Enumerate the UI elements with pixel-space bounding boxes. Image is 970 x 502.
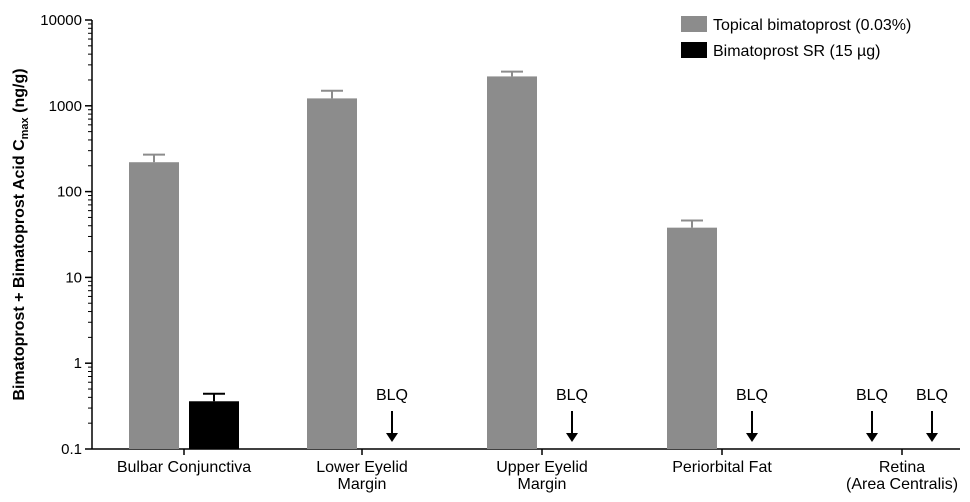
y-axis-title-main: Bimatoprost + Bimatoprost Acid C [11,139,28,401]
bar [189,401,239,449]
y-tick-label: 10 [65,269,82,286]
x-category-label: Lower Eyelid Margin [316,459,408,493]
blq-arrow-head [866,433,878,442]
y-axis-title-unit: (ng/g) [11,68,28,117]
x-axis: Bulbar Conjunctiva Lower Eyelid MarginUppe… [92,448,960,493]
x-category-label: Retina (Area Centralis) [846,459,958,493]
blq-arrow-head [386,433,398,442]
x-category-label-line: Upper Eyelid [496,459,588,476]
blq-label: BLQ [736,387,768,404]
y-axis-label: Bimatoprost + Bimatoprost Acid Cmax (ng/… [11,68,31,400]
legend-swatch [681,16,707,32]
blq-arrow-head [566,433,578,442]
y-axis-title-subscript: max [19,116,31,139]
x-category-label-line: Retina [879,459,925,476]
x-category-label-line: Lower Eyelid [316,459,408,476]
y-tick-label: 1 [74,355,82,372]
bar [129,162,179,449]
y-tick-label: 10000 [40,12,82,29]
x-category-label-line: (Area Centralis) [846,476,958,493]
y-tick-label: 100 [57,184,82,201]
bar [667,227,717,449]
blq-arrow-head [746,433,758,442]
y-tick-label: 1000 [49,98,82,115]
bars: BLQ BLQ BLQ BLQ BLQ [129,70,948,450]
y-axis: 0.1 1 10 100 1000 10000 [40,12,93,458]
legend-label: Topical bimatoprost (0.03%) [713,17,911,34]
x-category-label-line: Bulbar Conjunctiva [117,459,251,476]
blq-arrow-head [926,433,938,442]
blq-label: BLQ [856,387,888,404]
x-category-label-line: Periorbital Fat [672,459,772,476]
blq-label: BLQ [556,387,588,404]
x-category-label-line: Margin [338,476,387,493]
legend-label: Bimatoprost SR (15 µg) [713,43,881,60]
blq-label: BLQ [916,387,948,404]
x-category-label: Upper Eyelid Margin [496,459,588,493]
y-axis-title: Bimatoprost + Bimatoprost Acid Cmax (ng/… [11,68,31,400]
legend: Topical bimatoprost (0.03%) Bimatoprost S… [681,16,911,60]
x-category-label: Bulbar Conjunctiva [117,459,251,476]
legend-swatch [681,42,707,58]
x-category-label-line: Margin [518,476,567,493]
blq-label: BLQ [376,387,408,404]
bar [307,98,357,450]
bar [487,76,537,449]
y-tick-label: 0.1 [61,441,82,458]
x-category-label: Periorbital Fat [672,459,772,476]
